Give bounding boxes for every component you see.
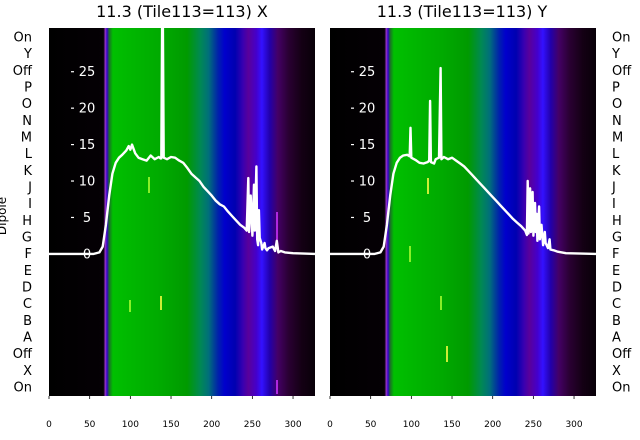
- x-tick-label: 100: [403, 420, 420, 430]
- y-tick-label: 15: [79, 138, 96, 153]
- row-label: Off: [612, 64, 632, 79]
- x-tick-label: 50: [84, 420, 96, 430]
- row-label: E: [24, 264, 32, 279]
- row-label: D: [612, 281, 622, 296]
- row-label: M: [21, 131, 32, 146]
- y-tick-label: 15: [359, 138, 376, 153]
- panel-y-power-trace: [330, 66, 597, 256]
- row-label: J: [611, 181, 616, 196]
- row-label: H: [612, 214, 622, 229]
- row-label: Y: [23, 47, 32, 62]
- row-label: B: [612, 314, 621, 329]
- row-label: I: [28, 197, 32, 212]
- y-tick-label: 25: [79, 65, 96, 80]
- row-label: Off: [13, 64, 33, 79]
- row-label: E: [612, 264, 620, 279]
- panel-x: 11.3 (Tile113=113) X Dipole OnYOffPONMLK…: [0, 2, 316, 430]
- row-label: C: [23, 297, 32, 312]
- row-label: B: [23, 314, 32, 329]
- row-label: A: [23, 331, 32, 346]
- y-tick-label: 10: [359, 175, 376, 190]
- row-label: On: [14, 381, 32, 396]
- row-label: M: [612, 131, 623, 146]
- panel-x-x-ticks: 0 50 100 150 200 250 300: [46, 396, 302, 430]
- panel-y-title: 11.3 (Tile113=113) Y: [377, 2, 548, 21]
- x-tick-label: 0: [46, 420, 52, 430]
- y-axis-label: Dipole: [0, 197, 9, 235]
- x-tick-label: 0: [327, 420, 333, 430]
- y-tick-label: 20: [359, 102, 376, 117]
- row-label: K: [23, 164, 32, 179]
- row-label: G: [612, 231, 622, 246]
- row-label: X: [23, 364, 32, 379]
- panel-x-power-trace: [49, 26, 316, 256]
- row-label: O: [612, 97, 622, 112]
- row-label: On: [14, 31, 32, 46]
- row-label: K: [612, 164, 621, 179]
- row-label: L: [25, 147, 33, 162]
- row-label: Off: [612, 347, 632, 362]
- row-label: I: [612, 197, 616, 212]
- row-label: Off: [13, 347, 33, 362]
- row-label: N: [22, 114, 32, 129]
- row-label: F: [612, 247, 619, 262]
- panel-y-spikes: [409, 178, 448, 362]
- x-tick-label: 300: [284, 420, 301, 430]
- x-tick-label: 200: [484, 420, 501, 430]
- row-label: P: [612, 81, 620, 96]
- x-tick-label: 50: [365, 420, 377, 430]
- row-label: A: [612, 331, 621, 346]
- row-label: C: [612, 297, 621, 312]
- row-label: Y: [611, 47, 620, 62]
- row-label: L: [612, 147, 620, 162]
- x-tick-label: 150: [162, 420, 179, 430]
- y-tick-label: 5: [83, 211, 91, 226]
- y-tick-label: 10: [79, 175, 96, 190]
- y-tick-label: 25: [359, 65, 376, 80]
- panel-y-x-ticks: 0 50 100 150 200 250 300: [327, 396, 583, 430]
- row-label: J: [27, 181, 32, 196]
- row-label: O: [22, 97, 32, 112]
- row-label: On: [612, 381, 630, 396]
- row-label: D: [22, 281, 32, 296]
- y-tick-label: 20: [79, 102, 96, 117]
- panel-x-title: 11.3 (Tile113=113) X: [96, 2, 268, 21]
- row-label: H: [22, 214, 32, 229]
- x-tick-label: 200: [203, 420, 220, 430]
- x-tick-label: 150: [443, 420, 460, 430]
- y-tick-label: 5: [363, 211, 371, 226]
- x-tick-label: 250: [525, 420, 542, 430]
- row-label: G: [22, 231, 32, 246]
- row-label: F: [25, 247, 32, 262]
- panel-x-spectrogram: [49, 28, 315, 396]
- x-tick-label: 100: [122, 420, 139, 430]
- row-label: On: [612, 31, 630, 46]
- row-label: X: [612, 364, 621, 379]
- x-tick-label: 300: [565, 420, 582, 430]
- panel-y-spectrogram: [330, 28, 596, 396]
- row-label: N: [612, 114, 622, 129]
- panel-y: 11.3 (Tile113=113) Y OnYOffPONMLKJIHGFED…: [327, 2, 632, 430]
- row-label: P: [24, 81, 32, 96]
- x-tick-label: 250: [244, 420, 261, 430]
